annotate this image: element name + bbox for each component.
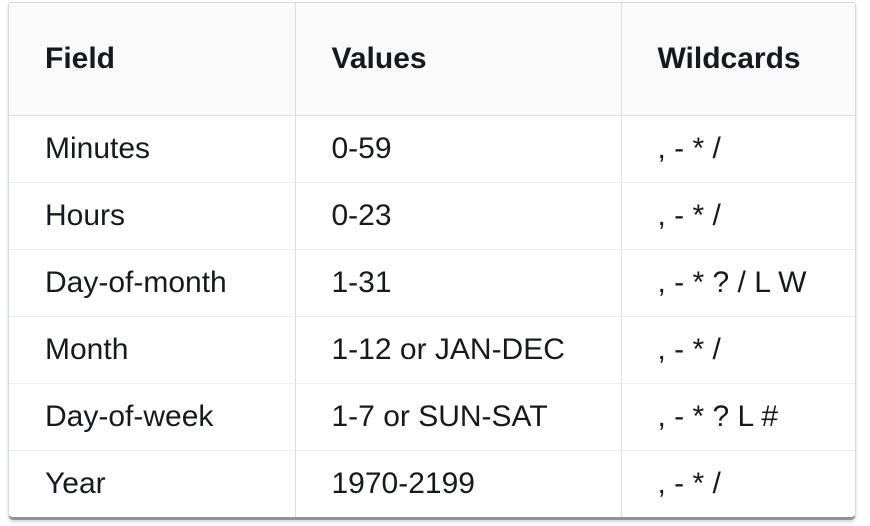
cell-field: Year [9,450,296,517]
cell-field: Day-of-month [9,249,296,317]
table-row: Hours 0-23, - * / [9,182,855,250]
table-row: Year 1970-2199, - * / [9,450,855,517]
cell-wildcards: , - * ? L # [621,383,855,451]
cell-wildcards: , - * ? / L W [621,249,855,317]
cron-fields-table: Field Values Wildcards Minutes 0-59, - * … [9,3,855,517]
column-header-wildcards: Wildcards [621,3,855,116]
column-header-values: Values [295,3,622,116]
table-header: Field Values Wildcards [9,3,855,116]
cell-values: 1970-2199 [295,450,622,517]
cron-fields-table-container: Field Values Wildcards Minutes 0-59, - * … [8,2,856,520]
table-row: Day-of-month 1-31, - * ? / L W [9,249,855,317]
table-row: Minutes 0-59, - * / [9,115,855,183]
cell-field: Hours [9,182,296,250]
table-body: Minutes 0-59, - * / Hours 0-23, - * / Day-of… [9,115,855,517]
cell-wildcards: , - * / [621,115,855,183]
cell-field: Month [9,316,296,384]
column-header-field: Field [9,3,296,116]
table-header-row: Field Values Wildcards [9,3,855,116]
cell-field: Day-of-week [9,383,296,451]
cell-values: 1-7 or SUN-SAT [295,383,622,451]
cell-values: 1-12 or JAN-DEC [295,316,622,384]
cell-values: 0-59 [295,115,622,183]
cell-field: Minutes [9,115,296,183]
table-row: Day-of-week 1-7 or SUN-SAT, - * ? L # [9,383,855,451]
cell-values: 0-23 [295,182,622,250]
table-row: Month 1-12 or JAN-DEC, - * / [9,316,855,384]
cell-wildcards: , - * / [621,316,855,384]
cell-values: 1-31 [295,249,622,317]
cell-wildcards: , - * / [621,182,855,250]
cell-wildcards: , - * / [621,450,855,517]
